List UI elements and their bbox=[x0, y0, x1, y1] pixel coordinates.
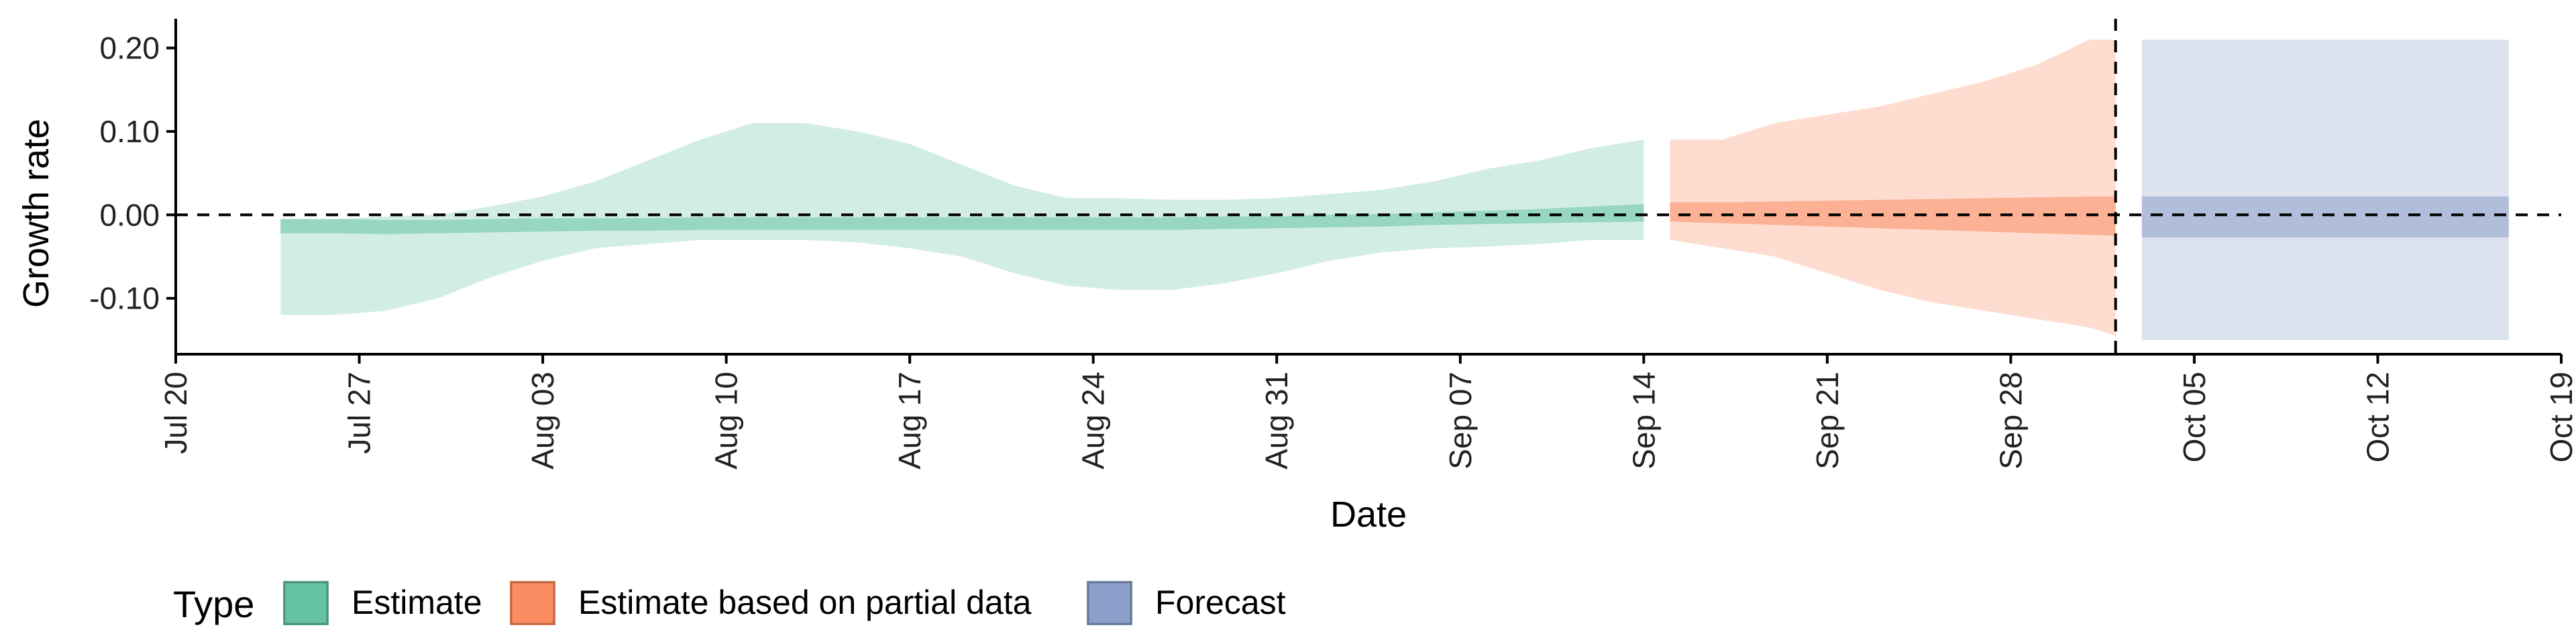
y-tick-label: 0.20 bbox=[99, 31, 160, 66]
x-tick-label: Aug 31 bbox=[1259, 372, 1294, 470]
x-tick-label: Sep 14 bbox=[1626, 372, 1661, 470]
legend-title: Type bbox=[173, 583, 254, 625]
x-tick-label: Sep 21 bbox=[1810, 372, 1845, 470]
legend-key-estimate-based-on-partial-data bbox=[510, 581, 555, 625]
x-tick-label: Aug 24 bbox=[1076, 372, 1111, 470]
y-axis-title: Growth rate bbox=[16, 119, 56, 308]
ribbons bbox=[280, 40, 2509, 340]
forecast-band-90 bbox=[2141, 40, 2509, 340]
legend-key-border bbox=[510, 581, 555, 625]
x-axis-title: Date bbox=[1330, 494, 1407, 535]
legend: Type Estimate Estimate based on partial d… bbox=[173, 581, 1286, 625]
x-tick-label: Sep 07 bbox=[1443, 372, 1478, 470]
forecast-band-50 bbox=[2141, 196, 2509, 237]
legend-label-forecast: Forecast bbox=[1155, 584, 1286, 621]
y-tick-label: -0.10 bbox=[89, 281, 160, 316]
y-axis-ticks: -0.10 0.00 0.10 0.20 bbox=[89, 31, 176, 316]
estimate-based-on-partial-data-band-90 bbox=[1670, 40, 2116, 336]
x-tick-label: Jul 27 bbox=[342, 372, 377, 454]
x-tick-label: Oct 12 bbox=[2360, 372, 2395, 463]
legend-key-border bbox=[1087, 581, 1132, 625]
x-tick-label: Aug 17 bbox=[892, 372, 927, 470]
x-tick-label: Aug 10 bbox=[709, 372, 744, 470]
legend-label-estimate: Estimate bbox=[352, 584, 482, 621]
estimate-based-on-partial-data-band-50 bbox=[1670, 196, 2116, 236]
x-tick-label: Oct 19 bbox=[2544, 372, 2576, 463]
y-tick-label: 0.00 bbox=[99, 197, 160, 232]
x-tick-label: Sep 28 bbox=[1993, 372, 2028, 470]
x-axis-ticks: Jul 20 Jul 27 Aug 03 Aug 10 Aug 17 Aug 24 Aug … bbox=[158, 354, 2576, 470]
x-tick-label: Jul 20 bbox=[158, 372, 193, 454]
y-tick-label: 0.10 bbox=[99, 114, 160, 149]
legend-key-forecast bbox=[1087, 581, 1132, 625]
x-tick-label: Oct 05 bbox=[2177, 372, 2212, 463]
legend-key-estimate bbox=[283, 581, 329, 625]
legend-label-estimate-based-on-partial-data: Estimate based on partial data bbox=[578, 584, 1032, 621]
estimate-band-50 bbox=[280, 204, 1644, 234]
x-tick-label: Aug 03 bbox=[525, 372, 560, 470]
legend-items: Estimate Estimate based on partial data Fo… bbox=[283, 581, 1286, 625]
legend-key-border bbox=[283, 581, 329, 625]
